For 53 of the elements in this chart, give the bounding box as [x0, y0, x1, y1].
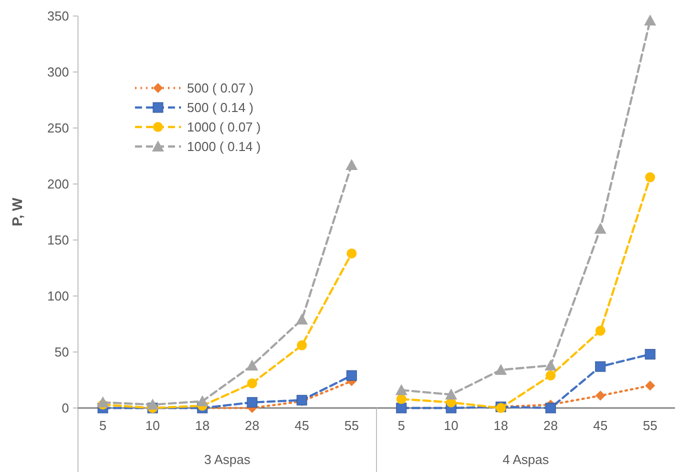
x-tick-label: 28: [244, 418, 260, 433]
x-tick-label: 45: [593, 418, 608, 433]
legend-label: 1000 ( 0.07 ): [187, 120, 261, 135]
point: [346, 248, 357, 258]
point: [196, 395, 208, 406]
point: [594, 222, 606, 234]
point: [296, 340, 307, 350]
legend-label: 500 ( 0.07 ): [187, 80, 254, 96]
x-tick-label: 55: [642, 418, 658, 433]
y-tick-label: 350: [47, 8, 69, 24]
text: 4 Aspas: [502, 452, 550, 467]
y-tick-label: 50: [54, 344, 69, 360]
point: [544, 359, 557, 370]
x-tick-label: 10: [444, 418, 458, 433]
legend-label: 1000 ( 0.14 ): [187, 139, 261, 154]
point: [546, 370, 556, 381]
x-tick-label: 18: [494, 418, 508, 433]
point: [595, 390, 606, 401]
x-tick-label: 10: [145, 418, 160, 433]
point: [445, 388, 458, 400]
point: [396, 394, 406, 404]
y-tick-label: 250: [47, 120, 69, 136]
point: [645, 380, 656, 391]
point: [644, 14, 656, 26]
x-tick-label: 5: [99, 418, 106, 433]
point: [545, 402, 556, 414]
point: [246, 359, 258, 370]
point: [246, 397, 258, 408]
y-tick-label: 300: [47, 64, 69, 80]
x-tick-label: 55: [344, 418, 359, 433]
y-tick-label: 200: [47, 176, 69, 192]
point: [494, 364, 507, 375]
y-tick-label: 0: [62, 400, 69, 416]
point: [96, 396, 109, 408]
point: [645, 172, 656, 182]
point: [395, 384, 408, 396]
point: [346, 158, 358, 170]
x-tick-label: 18: [195, 418, 210, 433]
point: [595, 326, 606, 336]
x-tick-label: 28: [543, 418, 558, 433]
point: [247, 378, 258, 388]
text: 3 Aspas: [204, 452, 251, 467]
y-tick-label: 150: [47, 232, 69, 248]
point: [644, 348, 656, 360]
x-tick-label: 5: [398, 418, 405, 433]
legend-label: 500 ( 0.14 ): [187, 100, 254, 116]
y-tick-label: 100: [47, 288, 69, 304]
point: [346, 370, 357, 381]
point: [296, 314, 308, 325]
x-tick-label: 45: [294, 418, 310, 433]
point: [595, 361, 606, 372]
point: [146, 398, 159, 410]
y-axis-title: P, W: [9, 196, 25, 226]
